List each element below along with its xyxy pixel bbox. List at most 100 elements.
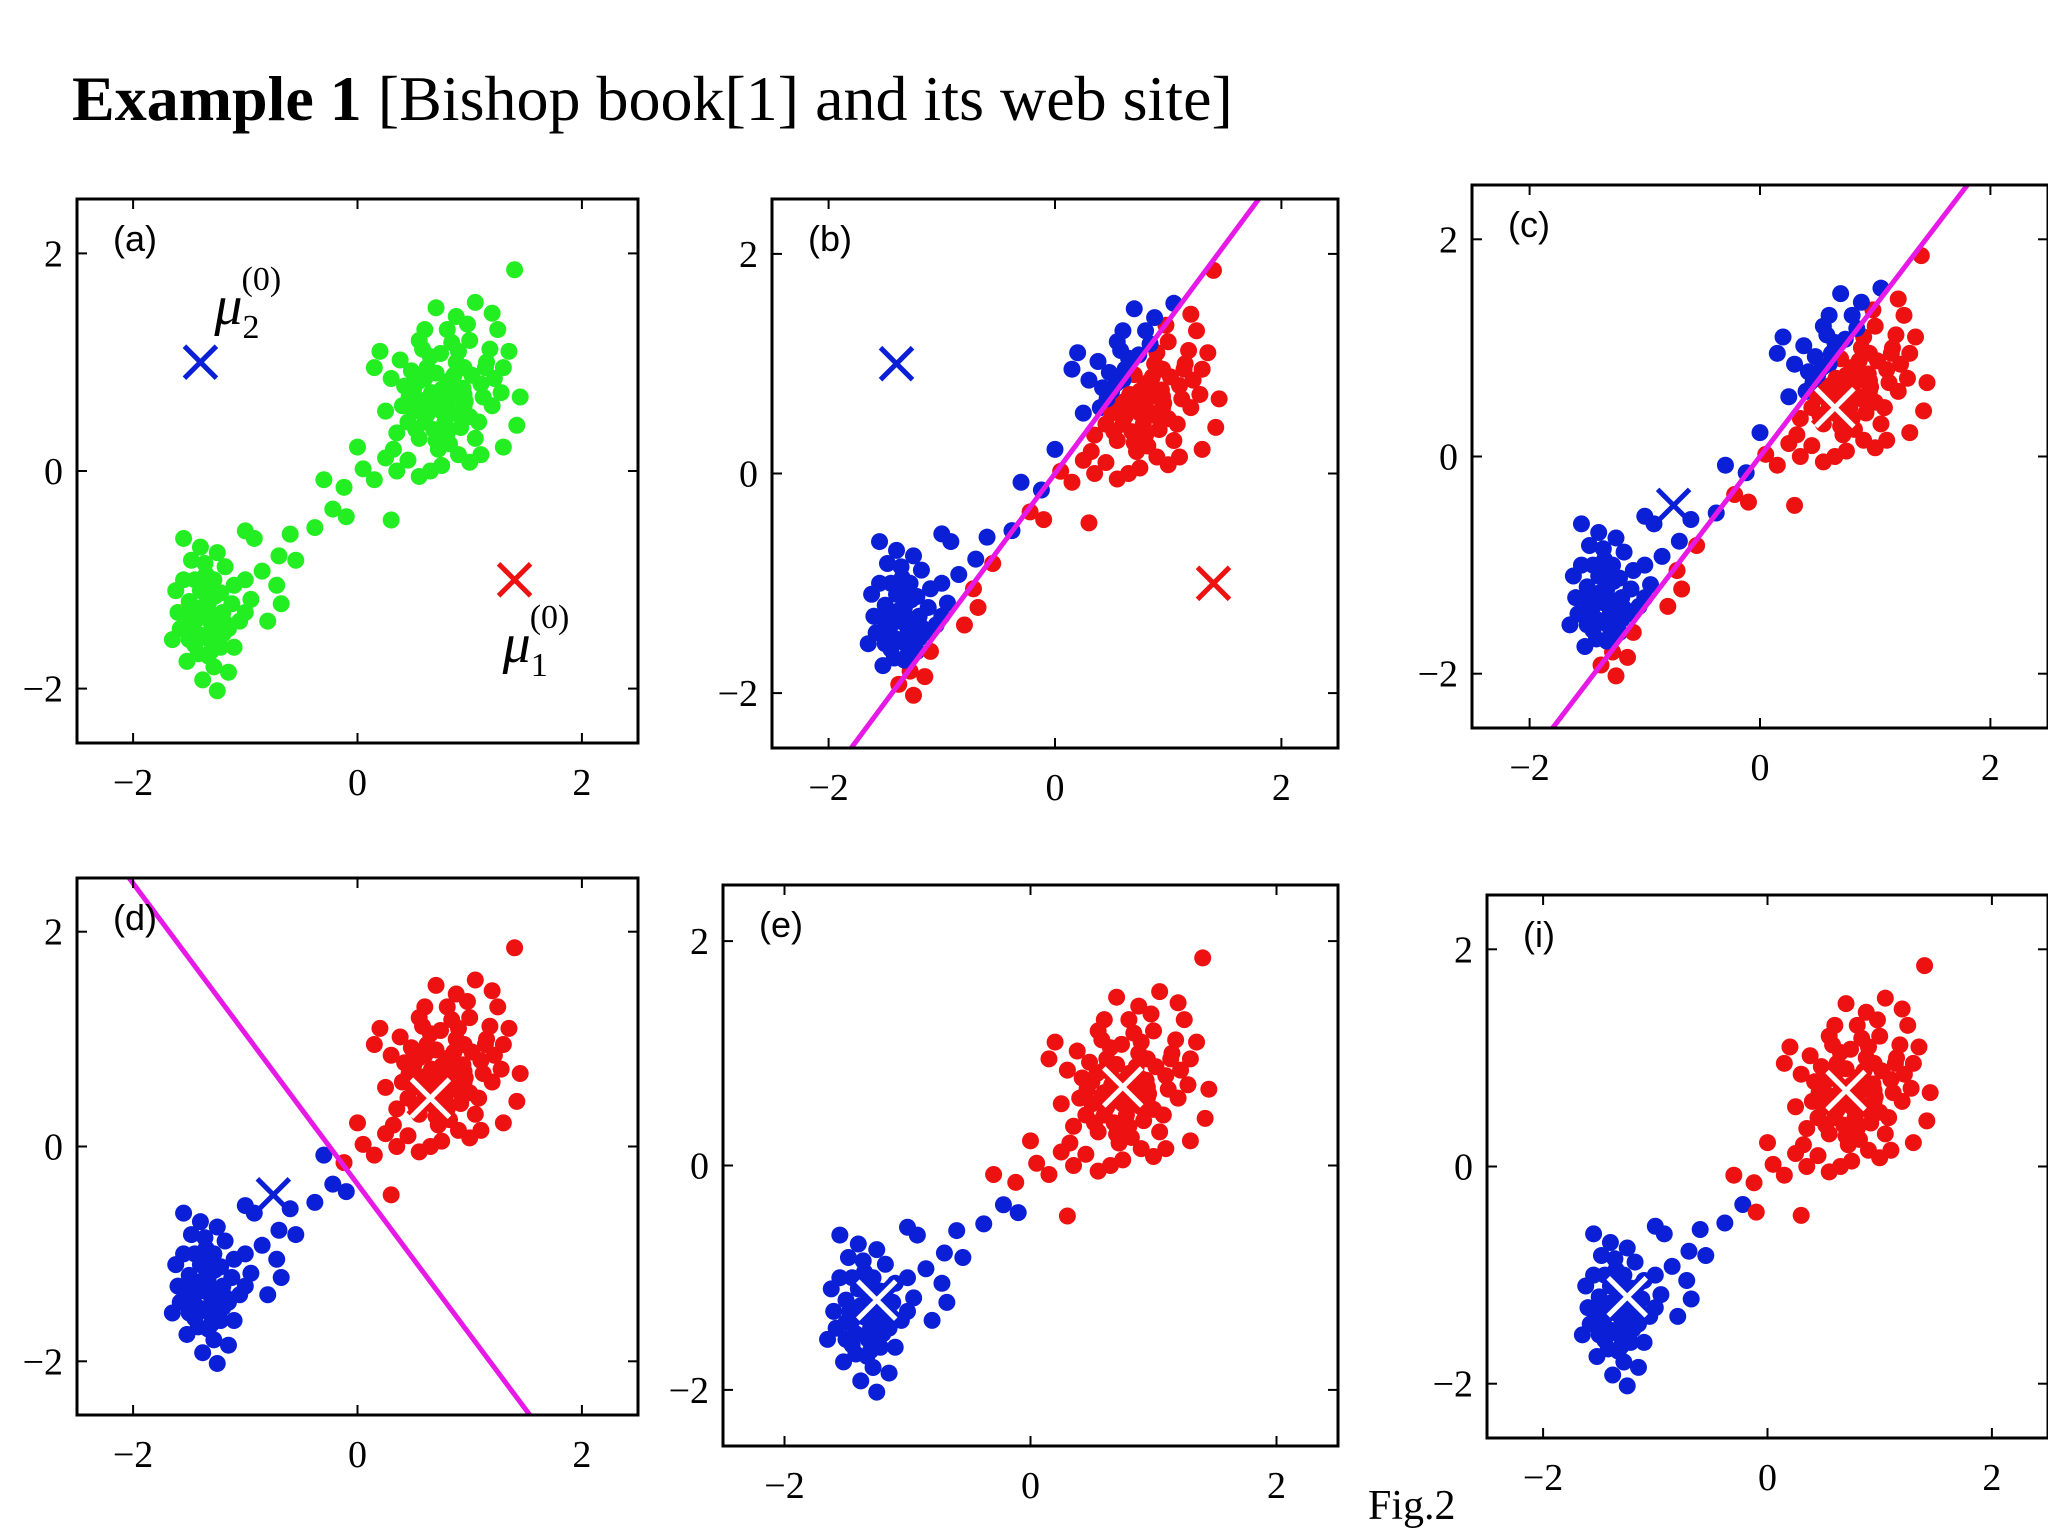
panel-i-point-147 xyxy=(1886,1054,1904,1072)
panel-d-decision-boundary xyxy=(125,878,533,1415)
panel-e-point-54 xyxy=(948,1222,966,1240)
panel-a-point-12 xyxy=(182,551,200,569)
panel-e-point-151 xyxy=(1088,1064,1106,1082)
panel-i-point-157 xyxy=(1843,1152,1861,1170)
panel-d-point-61 xyxy=(324,1175,342,1193)
panel-e-point-41 xyxy=(868,1241,886,1259)
panel-a-point-144 xyxy=(400,388,418,406)
panel-d-point-150 xyxy=(456,1069,474,1087)
panel-c-point-18 xyxy=(1572,515,1590,533)
panel-c-point-100 xyxy=(1791,409,1809,427)
panel-c-point-107 xyxy=(1869,352,1887,370)
panel-i-point-142 xyxy=(1837,1127,1855,1145)
panel-d-centroid-mu_1-inner-1 xyxy=(409,1077,452,1119)
panel-i-ytick-label-1: 0 xyxy=(1454,1147,1473,1189)
panel-i-point-144 xyxy=(1810,1084,1828,1102)
panel-c-point-135 xyxy=(1875,399,1893,417)
panel-c-point-113 xyxy=(1901,424,1919,442)
panel-d-point-151 xyxy=(409,1049,427,1067)
panel-e-point-52 xyxy=(935,1244,953,1262)
panel-i-centroid-mu_1 xyxy=(1822,1066,1870,1115)
panel-a-point-50 xyxy=(242,590,260,608)
panel-b-point-54 xyxy=(978,528,996,546)
panel-i-xtick-label-2: 2 xyxy=(1982,1457,2001,1499)
panel-a-point-113 xyxy=(494,438,512,456)
panel-d-point-123 xyxy=(474,1064,492,1082)
panel-i-point-57 xyxy=(1697,1247,1715,1265)
panel-d-point-51 xyxy=(253,1236,271,1254)
panel-c-plot-area xyxy=(1549,185,1971,728)
panel-i-point-114 xyxy=(1916,957,1934,975)
panel-i-centroid-mu_2 xyxy=(1603,1272,1652,1321)
panel-b-point-41 xyxy=(905,547,922,565)
panel-d-point-143 xyxy=(461,1129,479,1147)
panel-b-point-126 xyxy=(1130,346,1148,364)
panel-d-xtick-label-1: 0 xyxy=(348,1434,367,1476)
panel-a-point-58 xyxy=(236,522,254,540)
panel-e-point-56 xyxy=(933,1274,951,1292)
panel-e-point-60 xyxy=(975,1215,993,1233)
panel-b-point-96 xyxy=(1097,454,1115,472)
panel-i-point-107 xyxy=(1873,1062,1891,1080)
panel-b-point-69 xyxy=(1046,440,1064,458)
panel-a-point-47 xyxy=(206,587,224,605)
panel-b-point-42 xyxy=(885,629,903,647)
panel-e-point-112 xyxy=(1196,1109,1214,1127)
panel-a-point-56 xyxy=(268,576,286,594)
page-title-rest: [Bishop book[1] and its web site] xyxy=(361,63,1233,134)
panel-i-point-154 xyxy=(1794,1136,1812,1154)
panel-d-point-63 xyxy=(354,1135,372,1153)
panel-e-point-64 xyxy=(1009,1204,1027,1222)
panel-e-point-156 xyxy=(1188,1033,1206,1051)
panel-b-point-152 xyxy=(1182,305,1200,323)
panel-d-point-109 xyxy=(447,1030,465,1048)
panel-a-point-139 xyxy=(443,334,461,352)
panel-e-point-66 xyxy=(985,1165,1003,1183)
panel-d-point-25 xyxy=(169,1277,187,1295)
panel-e-point-48 xyxy=(841,1302,859,1320)
panel-i-point-152 xyxy=(1893,1000,1911,1018)
panel-a-point-157 xyxy=(433,457,451,475)
panel-e-point-157 xyxy=(1114,1151,1132,1169)
panel-a-point-128 xyxy=(377,402,395,420)
panel-e-point-140 xyxy=(1068,1042,1086,1060)
panel-a-point-149 xyxy=(425,399,443,417)
panel-i-point-159 xyxy=(1921,1084,1939,1102)
panel-b-point-150 xyxy=(1155,394,1173,412)
panel-b-point-107 xyxy=(1161,368,1179,386)
panel-i-point-32 xyxy=(1588,1348,1606,1366)
panel-i-point-51 xyxy=(1663,1257,1681,1275)
panel-a-centroid-mu_2 xyxy=(182,344,219,380)
panel-a-point-116 xyxy=(427,299,445,317)
panel-b-point-123 xyxy=(1173,390,1191,408)
panel-b-point-140 xyxy=(1089,353,1107,371)
panel-i-point-46 xyxy=(1646,1299,1664,1317)
page-title-bold: Example 1 xyxy=(72,63,362,134)
panel-c-point-48 xyxy=(1582,589,1600,607)
panel-d-point-32 xyxy=(178,1325,196,1343)
panel-c-point-117 xyxy=(1774,328,1792,346)
panel-e-xtick-label-1: 0 xyxy=(1021,1465,1040,1507)
panel-a-point-32 xyxy=(178,652,196,670)
panel-d-point-33 xyxy=(219,1336,237,1354)
panel-b-point-53 xyxy=(955,616,973,634)
panel-d-point-50 xyxy=(242,1264,260,1282)
panel-d-point-120 xyxy=(418,1035,436,1053)
panel-b-point-110 xyxy=(1188,322,1205,340)
panel-e-point-123 xyxy=(1159,1080,1177,1098)
panel-i-point-65 xyxy=(1775,1166,1793,1184)
panel-i-point-137 xyxy=(1864,1075,1882,1093)
panel-d-point-45 xyxy=(216,1288,234,1306)
panel-d-point-46 xyxy=(236,1277,254,1295)
panel-i-point-56 xyxy=(1678,1272,1696,1290)
panel-e-centroid-mu_1 xyxy=(1098,1063,1147,1111)
panel-e-point-118 xyxy=(1065,1157,1083,1174)
panel-d-point-68 xyxy=(382,1186,400,1204)
panel-c-point-126 xyxy=(1836,330,1854,348)
panel-e-point-63 xyxy=(1028,1154,1046,1172)
panel-b-point-116 xyxy=(1125,300,1143,318)
panel-e-point-59 xyxy=(938,1293,956,1311)
panel-a-point-148 xyxy=(438,373,456,391)
panel-a-point-38 xyxy=(163,631,181,649)
panel-e-point-120 xyxy=(1098,1050,1116,1068)
